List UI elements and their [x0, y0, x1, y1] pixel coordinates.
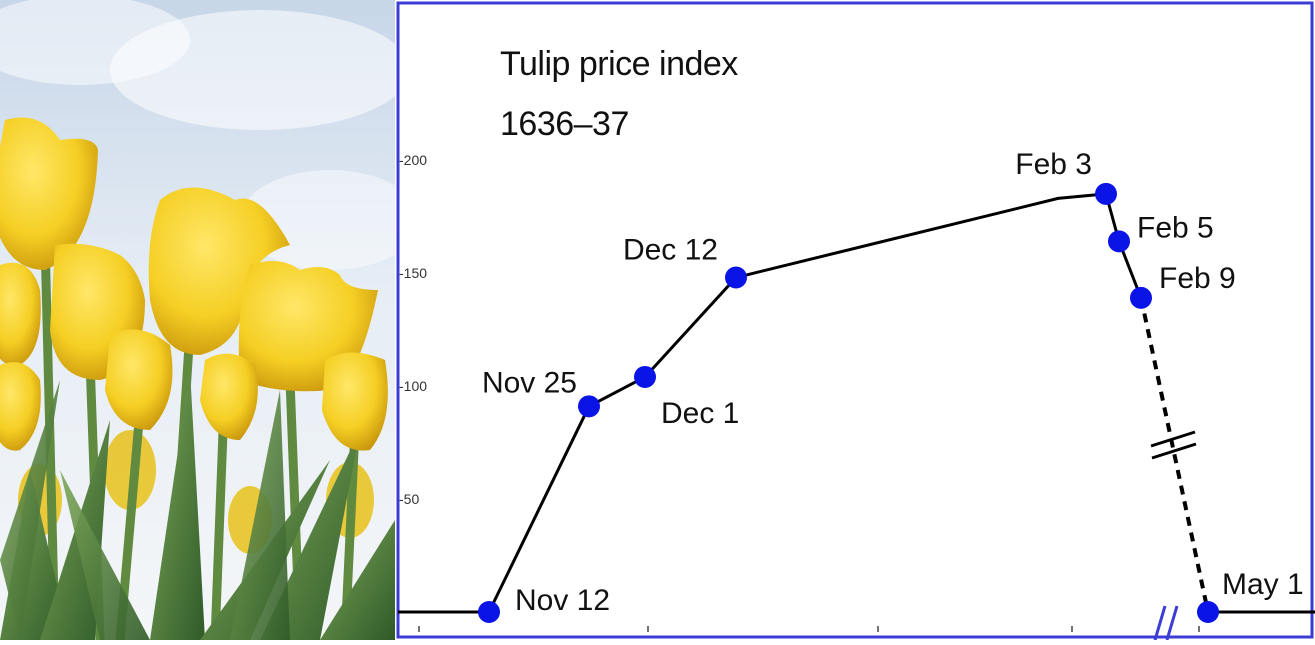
y-tick-label-50: -50 [399, 491, 419, 507]
point-marker-3 [725, 266, 747, 289]
point-marker-4 [1095, 182, 1117, 205]
segment-2 [643, 276, 738, 378]
y-axis-ticks: -200 -150 -100 -50 [399, 152, 427, 507]
segment-3 [735, 192, 1107, 279]
y-tick-label-200: -200 [399, 152, 427, 168]
point-marker-2 [634, 365, 656, 388]
chart-frame [396, 1, 1314, 639]
chart-panel: -200 -150 -100 -50 Nov 12 Nov 25 Dec 1 Dec 12 F… [395, 0, 1315, 641]
point-marker-7 [1197, 601, 1219, 623]
point-label-1: Nov 25 [482, 366, 577, 399]
axis-break-mark-2 [1165, 605, 1179, 641]
segment-0 [487, 405, 591, 613]
point-marker-1 [578, 395, 600, 418]
chart-title-line-1: Tulip price index [500, 45, 738, 83]
point-label-4: Feb 3 [1015, 148, 1092, 181]
point-label-6: Feb 9 [1159, 262, 1236, 295]
point-label-7: May 1 [1222, 568, 1304, 601]
series-line [487, 192, 1210, 613]
axis-break-mark-1 [1153, 605, 1167, 641]
point-label-5: Feb 5 [1137, 211, 1214, 244]
price-chart: -200 -150 -100 -50 Nov 12 Nov 25 Dec 1 Dec 12 F… [396, 1, 1315, 641]
break-mark-2 [1151, 442, 1197, 460]
y-tick-label-150: -150 [399, 265, 427, 281]
point-label-0: Nov 12 [515, 584, 610, 617]
point-label-3: Dec 12 [623, 234, 718, 267]
point-marker-5 [1108, 230, 1130, 253]
point-labels: Nov 12 Nov 25 Dec 1 Dec 12 Feb 3 Feb 5 Feb 9 Ma… [482, 148, 1304, 617]
tulip-photo-illustration [0, 0, 395, 640]
x-axis-ticks [418, 626, 1200, 632]
axis-break-marks [1150, 430, 1197, 641]
y-tick-label-100: -100 [399, 378, 427, 394]
point-marker-6 [1130, 286, 1152, 309]
tulip-photo [0, 0, 395, 640]
point-marker-0 [478, 601, 500, 623]
segment-6 [1139, 297, 1210, 613]
point-label-2: Dec 1 [661, 397, 739, 430]
series-markers [478, 182, 1219, 623]
chart-title-line-2: 1636–37 [500, 105, 629, 143]
break-mark-1 [1150, 430, 1196, 448]
